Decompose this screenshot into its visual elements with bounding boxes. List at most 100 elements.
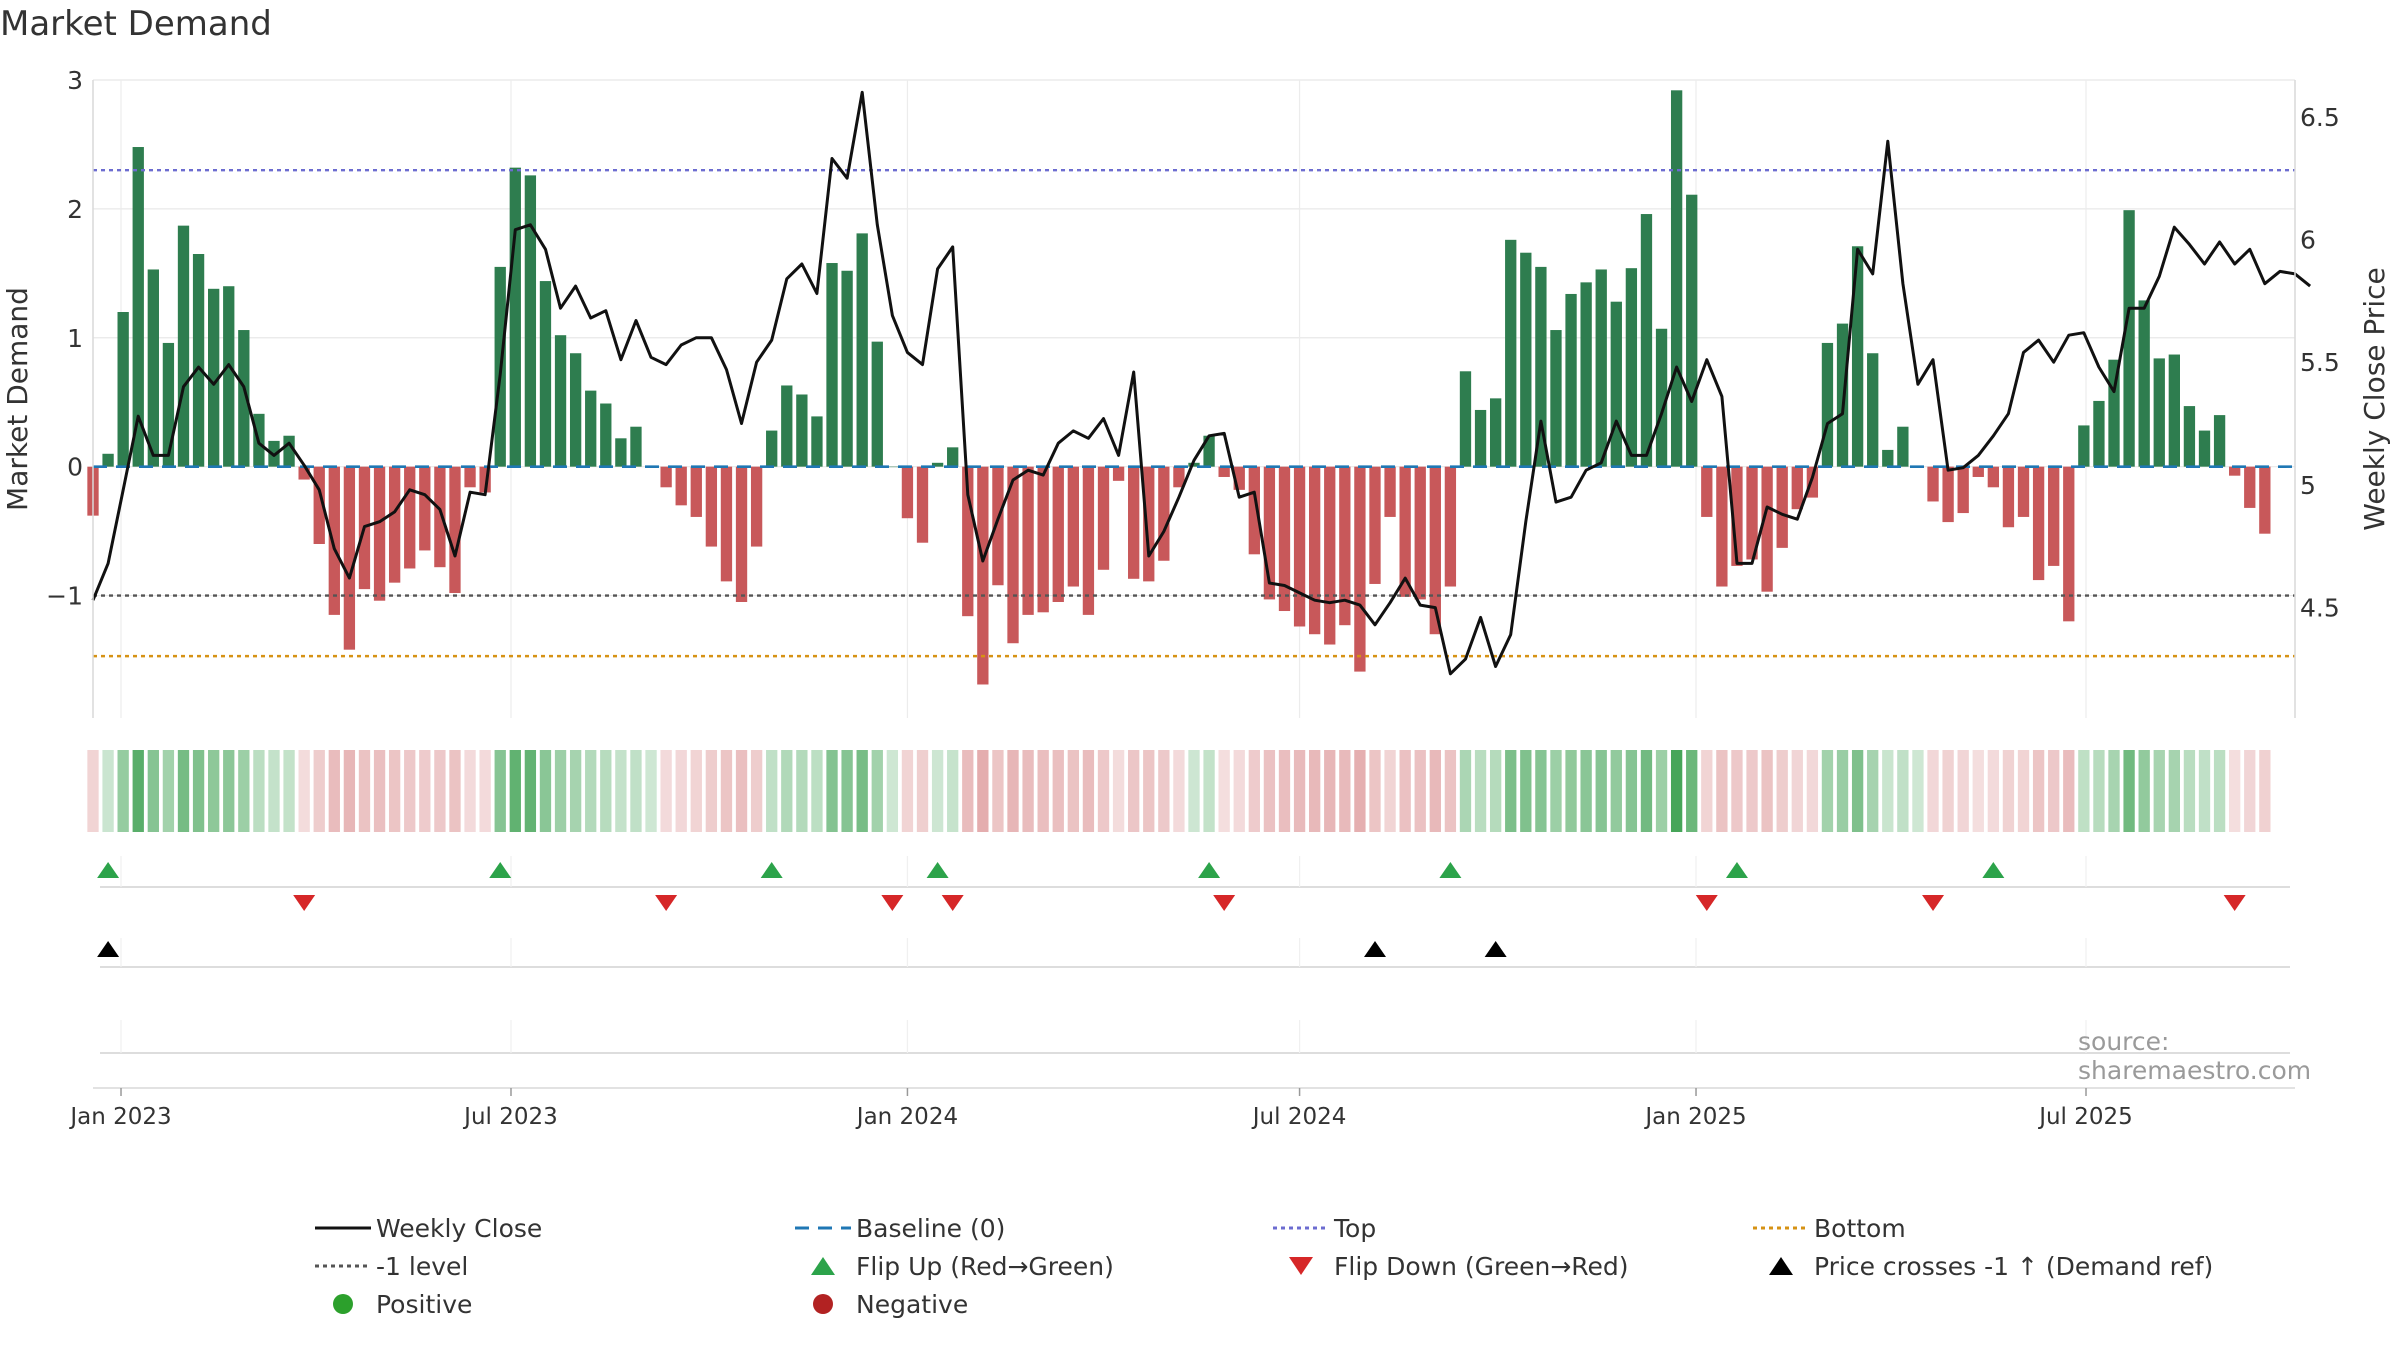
flip-up-marker bbox=[1439, 862, 1462, 878]
triangle-up-icon bbox=[790, 1248, 856, 1284]
demand-bar bbox=[2017, 466, 2030, 517]
flip-down-marker bbox=[1695, 895, 1718, 911]
demand-bar bbox=[283, 435, 295, 467]
heat-cell bbox=[1927, 750, 1939, 832]
demand-bar bbox=[1550, 330, 1562, 467]
heat-cell bbox=[2017, 750, 2030, 832]
demand-bar bbox=[1143, 466, 1155, 582]
demand-bar bbox=[1610, 301, 1622, 467]
demand-bar bbox=[826, 263, 838, 467]
heat-cell bbox=[600, 750, 612, 832]
demand-bar bbox=[2259, 466, 2271, 534]
demand-bar bbox=[1309, 466, 1321, 635]
heat-cell bbox=[1942, 750, 1954, 832]
heat-cell bbox=[2002, 750, 2015, 832]
axes: 3 2 1 0 −1 6.5 6 5.5 5 4.5 Market Demand Weekly Clo… bbox=[1, 66, 2391, 718]
demand-bar bbox=[192, 254, 205, 467]
legend-label: Weekly Close bbox=[376, 1213, 543, 1243]
demand-bar bbox=[539, 281, 552, 467]
heat-cell bbox=[1761, 750, 1773, 832]
demand-bar bbox=[1369, 466, 1381, 584]
flip-up-marker bbox=[1725, 862, 1748, 878]
x-tick-label: Jan 2023 bbox=[68, 1104, 171, 1130]
heat-cell bbox=[856, 750, 868, 832]
demand-bar bbox=[388, 466, 401, 583]
demand-bar bbox=[1686, 194, 1698, 467]
demand-bar bbox=[2138, 300, 2150, 467]
demand-bar bbox=[585, 390, 597, 467]
heat-cell bbox=[1369, 750, 1381, 832]
heat-cell bbox=[2093, 750, 2105, 832]
legend-label: Negative bbox=[856, 1289, 969, 1319]
demand-bar bbox=[1746, 466, 1758, 560]
price-cross-marker bbox=[97, 941, 120, 957]
heat-cell bbox=[977, 750, 989, 832]
heat-cell bbox=[1324, 750, 1336, 832]
legend-flip-down: Flip Down (Green→Red) bbox=[1268, 1248, 1629, 1284]
heat-cell bbox=[358, 750, 371, 832]
demand-bar bbox=[177, 225, 190, 467]
signal-markers: Jan 2023 Jul 2023 Jan 2024 Jul 2024 Jan 2025… bbox=[68, 856, 2295, 1130]
heat-cell bbox=[1716, 750, 1728, 832]
heat-cell bbox=[388, 750, 401, 832]
demand-bar bbox=[238, 330, 250, 467]
demand-bar bbox=[1022, 466, 1034, 615]
heat-cell bbox=[524, 750, 537, 832]
demand-bars bbox=[87, 90, 2271, 685]
heat-cell bbox=[931, 750, 944, 832]
demand-bar bbox=[720, 466, 733, 582]
heat-cell bbox=[373, 750, 386, 832]
demand-bar bbox=[1263, 466, 1276, 600]
demand-bar bbox=[916, 466, 929, 543]
triangle-up-icon bbox=[1748, 1248, 1814, 1284]
demand-bar bbox=[931, 462, 944, 467]
heat-cell bbox=[1399, 750, 1411, 832]
heat-cell bbox=[781, 750, 793, 832]
demand-bar bbox=[464, 466, 476, 488]
legend-label: Positive bbox=[376, 1289, 473, 1319]
demand-bar bbox=[2198, 430, 2211, 467]
demand-bar bbox=[1640, 214, 1653, 467]
heat-cell bbox=[404, 750, 416, 832]
demand-heat-strip bbox=[87, 750, 2271, 832]
chart-title: Market Demand bbox=[0, 4, 272, 44]
heat-cell bbox=[1309, 750, 1321, 832]
heat-cell bbox=[1912, 750, 1924, 832]
flip-down-marker bbox=[1922, 895, 1945, 911]
demand-bar bbox=[2063, 466, 2075, 622]
legend-baseline: Baseline (0) bbox=[790, 1210, 1005, 1246]
demand-bar bbox=[1505, 239, 1517, 467]
heat-cell bbox=[1625, 750, 1638, 832]
demand-bar bbox=[132, 147, 144, 467]
line-swatch-icon bbox=[310, 1210, 376, 1246]
heat-cell bbox=[1897, 750, 1909, 832]
demand-bar bbox=[404, 466, 416, 569]
demand-bar bbox=[1293, 466, 1306, 627]
demand-bar bbox=[2002, 466, 2015, 528]
heat-cell bbox=[947, 750, 959, 832]
demand-bar bbox=[1580, 282, 1592, 467]
heat-cell bbox=[1670, 750, 1683, 832]
heat-cell bbox=[343, 750, 356, 832]
demand-bar bbox=[1052, 466, 1064, 602]
demand-bar bbox=[1595, 269, 1607, 467]
demand-bar bbox=[675, 466, 687, 506]
heat-cell bbox=[2048, 750, 2060, 832]
heat-cell bbox=[268, 750, 280, 832]
demand-bar bbox=[479, 466, 491, 493]
demand-bar bbox=[1278, 466, 1291, 612]
heat-cell bbox=[102, 750, 114, 832]
demand-bar bbox=[781, 385, 793, 467]
demand-bar bbox=[1324, 466, 1336, 645]
demand-bar bbox=[1776, 466, 1788, 548]
demand-bar bbox=[750, 466, 763, 547]
heat-cell bbox=[811, 750, 823, 832]
heat-cell bbox=[705, 750, 718, 832]
heat-cell bbox=[796, 750, 808, 832]
demand-bar bbox=[1188, 462, 1200, 467]
heat-cell bbox=[720, 750, 733, 832]
demand-bar bbox=[569, 353, 582, 467]
legend: Weekly Close Baseline (0) Top Bottom -1 … bbox=[0, 1210, 2400, 1330]
demand-bar bbox=[1354, 466, 1366, 672]
heat-cell bbox=[1610, 750, 1622, 832]
